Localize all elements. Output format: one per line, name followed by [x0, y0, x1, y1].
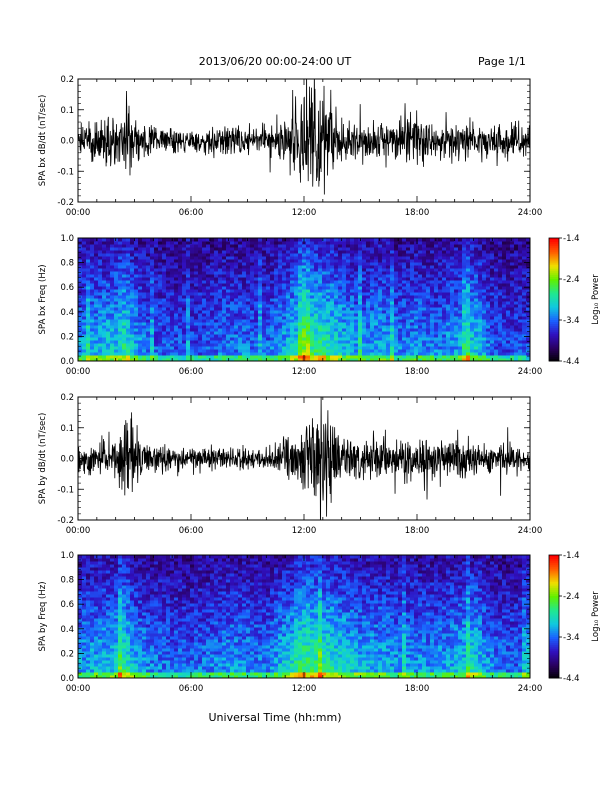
x-tick-label: 24:00 — [518, 684, 543, 694]
x-tick-label: 18:00 — [405, 208, 430, 218]
y-tick-label: -0.1 — [57, 167, 74, 177]
y-tick-label: 0.1 — [60, 106, 74, 116]
y-tick-label: 0.4 — [60, 308, 74, 318]
y-axis-title: SPA bx Freq (Hz) — [38, 264, 48, 334]
colorbar-tick-label: -4.4 — [563, 674, 580, 684]
panels: 00:00 06:00 12:00 18:00 24:00 0.2 0.1 0.0 -0.1 -0… — [38, 75, 601, 694]
waveform-trace — [78, 397, 530, 520]
colorbar-tick-label: -4.4 — [563, 357, 580, 367]
x-tick-label: 24:00 — [518, 367, 543, 377]
y-tick-label: 1.0 — [60, 234, 74, 244]
y-tick-label: 0.6 — [60, 283, 74, 293]
x-tick-label: 12:00 — [292, 367, 317, 377]
y-tick-label: -0.2 — [57, 516, 74, 526]
y-tick-label: 0.0 — [60, 455, 74, 465]
x-tick-label: 06:00 — [179, 208, 204, 218]
x-tick-label: 18:00 — [405, 526, 430, 536]
colorbar-tick-label: -2.4 — [563, 592, 580, 602]
y-tick-label: 0.2 — [60, 75, 74, 85]
y-tick-label: 0.2 — [60, 649, 74, 659]
y-tick-label: -0.1 — [57, 485, 74, 495]
y-tick-label: 0.8 — [60, 259, 74, 269]
x-tick-label: 06:00 — [179, 367, 204, 377]
y-tick-label: 0.0 — [60, 137, 74, 147]
y-tick-label: -0.2 — [57, 198, 74, 208]
page-indicator: Page 1/1 — [478, 55, 526, 68]
panel-3: 00:00 06:00 12:00 18:00 24:00 0.2 0.1 0.0 -0.1 -0… — [38, 393, 543, 536]
panel-1: 00:00 06:00 12:00 18:00 24:00 0.2 0.1 0.0 -0.1 -0… — [38, 75, 543, 218]
spectrogram-cells — [78, 555, 530, 678]
spectrogram-cells — [78, 238, 530, 361]
y-axis-title: SPA bx dB/dt (nT/sec) — [38, 95, 48, 187]
x-axis-title: Universal Time (hh:mm) — [209, 711, 342, 724]
x-tick-label: 06:00 — [179, 684, 204, 694]
y-tick-label: 0.0 — [60, 674, 74, 684]
x-tick-label: 00:00 — [66, 367, 91, 377]
y-tick-label: 0.2 — [60, 332, 74, 342]
y-axis-title: SPA by dB/dt (nT/sec) — [38, 413, 48, 505]
y-axis-title: SPA by Freq (Hz) — [38, 581, 48, 651]
x-tick-label: 24:00 — [518, 208, 543, 218]
x-tick-label: 18:00 — [405, 367, 430, 377]
panel-4: 00:00 06:00 12:00 18:00 24:00 1.0 0.8 0.6 0.4 0.2… — [38, 551, 601, 694]
y-tick-label: 0.4 — [60, 625, 74, 635]
y-tick-label: 0.8 — [60, 576, 74, 586]
colorbar-tick-label: -3.4 — [563, 316, 580, 326]
waveform-trace — [78, 79, 530, 195]
colorbar: -1.4 -2.4 -3.4 -4.4 Log₁₀ Power — [548, 234, 601, 367]
x-tick-label: 00:00 — [66, 526, 91, 536]
y-tick-label: 0.2 — [60, 393, 74, 403]
x-tick-label: 06:00 — [179, 526, 204, 536]
x-tick-label: 12:00 — [292, 526, 317, 536]
x-tick-label: 24:00 — [518, 526, 543, 536]
colorbar-title: Log₁₀ Power — [591, 591, 601, 642]
colorbar-tick-label: -2.4 — [563, 275, 580, 285]
x-tick-label: 12:00 — [292, 684, 317, 694]
x-tick-label: 18:00 — [405, 684, 430, 694]
colorbar: -1.4 -2.4 -3.4 -4.4 Log₁₀ Power — [548, 551, 601, 684]
colorbar-title: Log₁₀ Power — [591, 274, 601, 325]
y-tick-label: 0.0 — [60, 357, 74, 367]
colorbar-tick-label: -1.4 — [563, 551, 580, 561]
y-tick-label: 1.0 — [60, 551, 74, 561]
figure-title: 2013/06/20 00:00-24:00 UT — [199, 55, 352, 68]
y-tick-label: 0.6 — [60, 600, 74, 610]
colorbar-tick-label: -1.4 — [563, 234, 580, 244]
panel-2: 00:00 06:00 12:00 18:00 24:00 1.0 0.8 0.6 0.4 0.2… — [38, 234, 601, 377]
colorbar-tick-label: -3.4 — [563, 633, 580, 643]
y-tick-label: 0.1 — [60, 424, 74, 434]
x-tick-label: 00:00 — [66, 208, 91, 218]
x-tick-label: 00:00 — [66, 684, 91, 694]
x-tick-label: 12:00 — [292, 208, 317, 218]
